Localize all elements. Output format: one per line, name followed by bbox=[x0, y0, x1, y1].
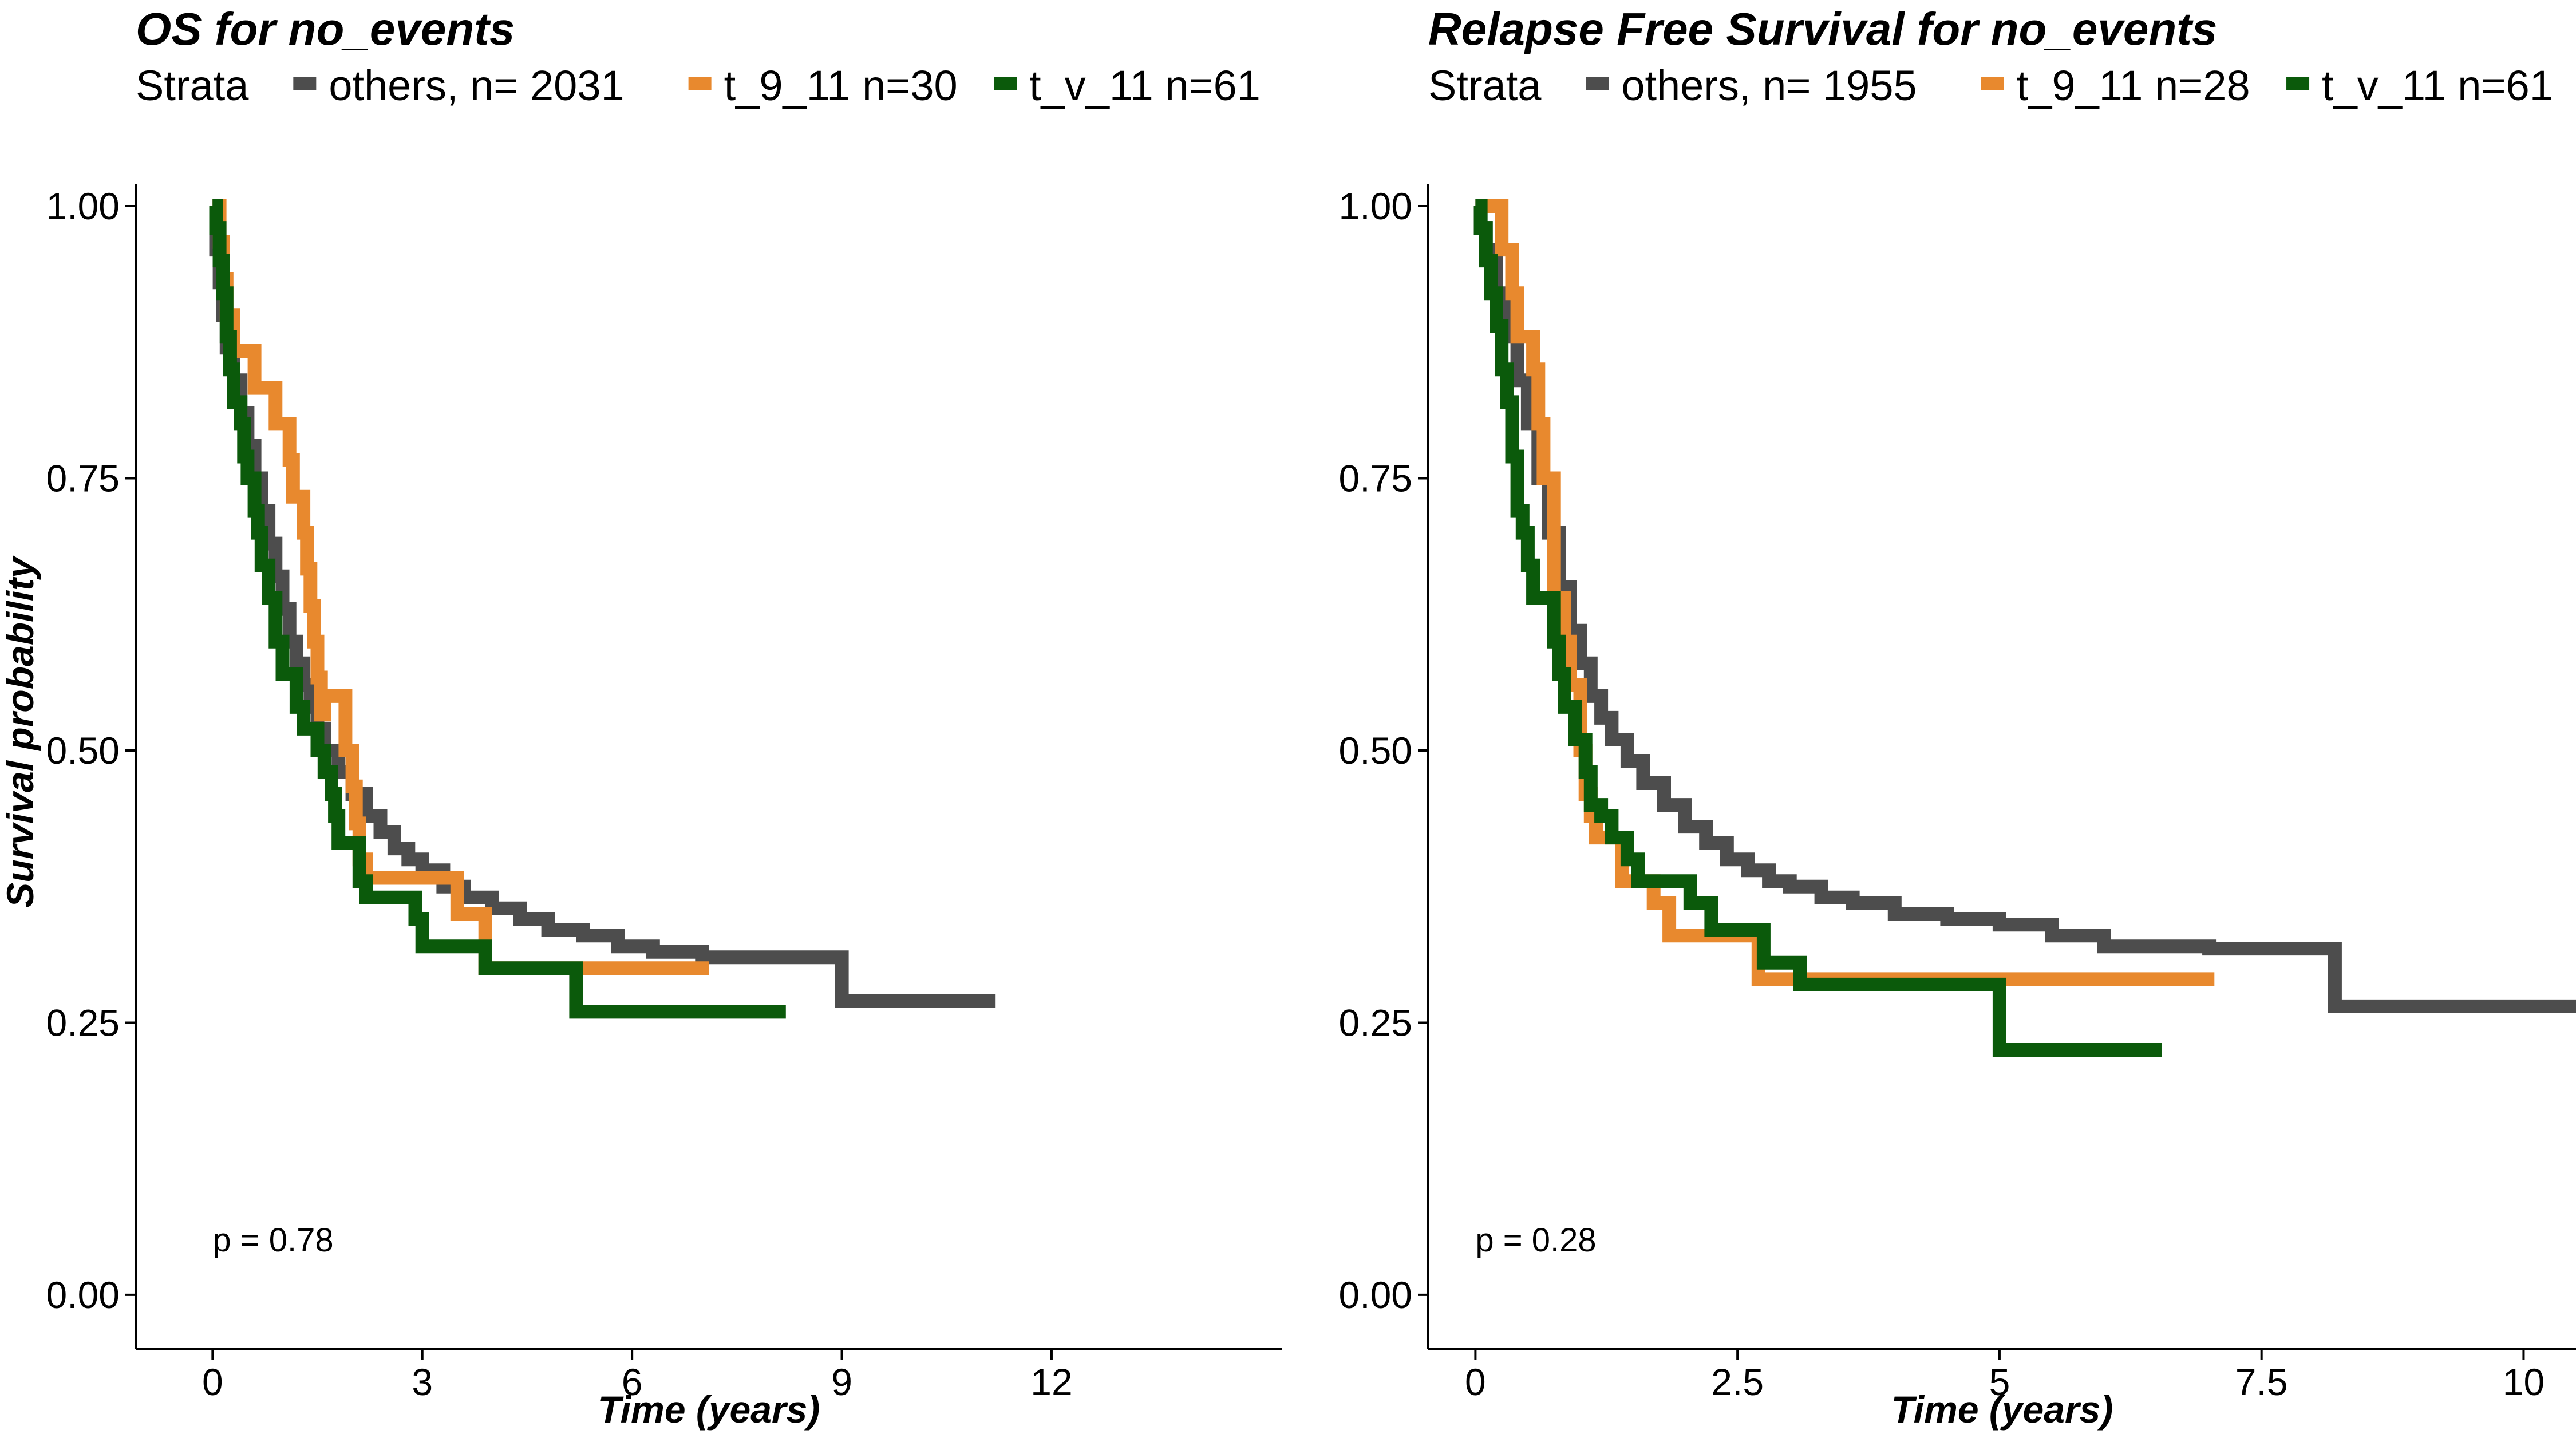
survival-curve-1 bbox=[1473, 199, 2576, 1013]
x-tick-label: 2.5 bbox=[1711, 1361, 1764, 1403]
p-value-annotation: p = 0.78 bbox=[212, 1222, 333, 1259]
y-tick-label: 1.00 bbox=[1339, 185, 1412, 227]
x-tick-label: 0 bbox=[202, 1361, 223, 1403]
y-tick-label: 0.00 bbox=[46, 1274, 120, 1316]
legend-label-1: others, n= 2031 bbox=[329, 62, 624, 109]
legend-title: Strata bbox=[136, 62, 249, 109]
legend-swatch-3 bbox=[2286, 77, 2310, 90]
panel-1: OS for no_events Strata others, n= 2031 t_9… bbox=[0, 3, 1282, 1431]
x-tick-label: 12 bbox=[1030, 1361, 1072, 1403]
legend-swatch-1 bbox=[293, 77, 317, 90]
legend: Strata others, n= 2031 t_9_11 n=30 t_v_11 n… bbox=[136, 62, 1261, 109]
y-tick-label: 0.75 bbox=[46, 457, 120, 500]
chart-title: OS for no_events bbox=[136, 3, 515, 54]
legend-label-1: others, n= 1955 bbox=[1621, 62, 1917, 109]
p-value-annotation: p = 0.28 bbox=[1475, 1222, 1596, 1259]
survival-curve-3 bbox=[1473, 199, 2162, 1057]
panel-2: Relapse Free Survival for no_events Strat… bbox=[1339, 3, 2576, 1431]
legend-swatch-2 bbox=[688, 77, 712, 90]
y-tick-label: 0.50 bbox=[46, 729, 120, 772]
legend-swatch-2 bbox=[1981, 77, 2004, 90]
legend-label-2: t_9_11 n=30 bbox=[724, 62, 958, 109]
x-axis-title: Time (years) bbox=[1891, 1388, 2113, 1431]
x-tick-label: 7.5 bbox=[2235, 1361, 2288, 1403]
legend-swatch-1 bbox=[1586, 77, 1609, 90]
legend-label-2: t_9_11 n=28 bbox=[2017, 62, 2250, 109]
y-tick-label: 0.25 bbox=[46, 1001, 120, 1044]
y-tick-label: 0.00 bbox=[1339, 1274, 1412, 1316]
x-tick-label: 3 bbox=[412, 1361, 433, 1403]
x-tick-label: 5 bbox=[1989, 1361, 2010, 1403]
x-tick-label: 0 bbox=[1465, 1361, 1486, 1403]
y-axis-title: Survival probability bbox=[0, 555, 41, 908]
survival-curve-2 bbox=[1475, 199, 2215, 986]
survival-curve-1 bbox=[209, 199, 996, 1008]
x-tick-label: 6 bbox=[622, 1361, 643, 1403]
x-axis-title: Time (years) bbox=[598, 1388, 820, 1431]
x-tick-label: 10 bbox=[2503, 1361, 2545, 1403]
legend-title: Strata bbox=[1428, 62, 1542, 109]
legend: Strata others, n= 1955 t_9_11 n=28 t_v_11 n… bbox=[1428, 62, 2553, 109]
legend-label-3: t_v_11 n=61 bbox=[2322, 62, 2553, 109]
survival-curve-3 bbox=[209, 199, 786, 1019]
chart-title: Relapse Free Survival for no_events bbox=[1428, 3, 2217, 54]
x-tick-label: 9 bbox=[831, 1361, 852, 1403]
y-tick-label: 1.00 bbox=[46, 185, 120, 227]
y-tick-label: 0.50 bbox=[1339, 729, 1412, 772]
legend-label-3: t_v_11 n=61 bbox=[1029, 62, 1261, 109]
y-tick-label: 0.25 bbox=[1339, 1001, 1412, 1044]
y-tick-label: 0.75 bbox=[1339, 457, 1412, 500]
legend-swatch-3 bbox=[994, 77, 1017, 90]
